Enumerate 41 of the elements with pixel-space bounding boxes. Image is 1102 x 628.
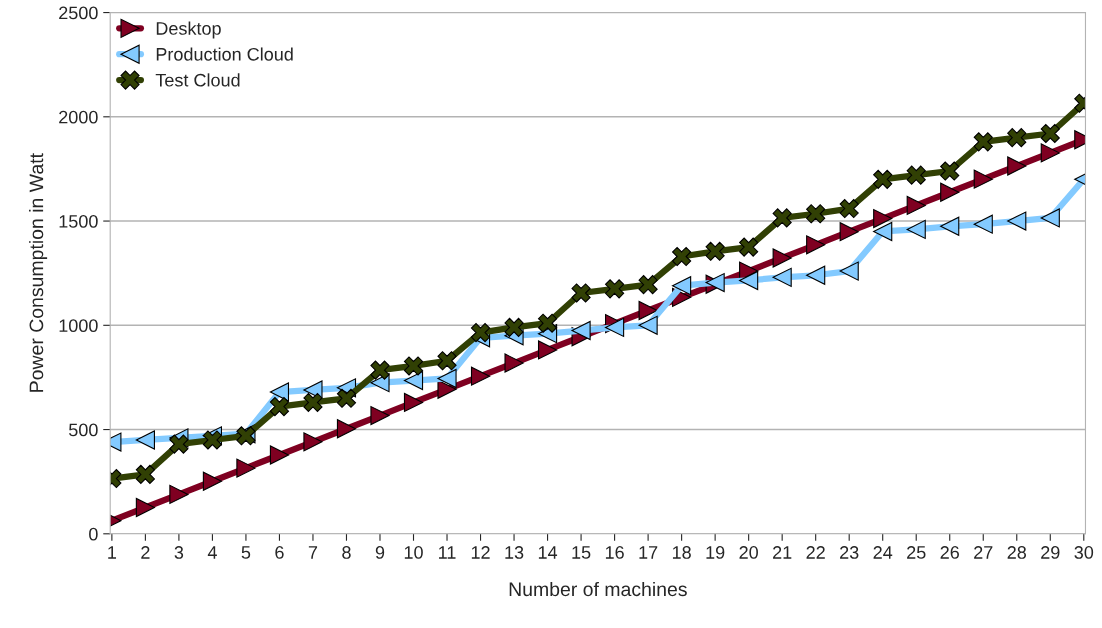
x-tick-label: 24 bbox=[873, 546, 893, 559]
y-tick-label: 500 bbox=[68, 423, 98, 437]
x-tick-label: 13 bbox=[505, 546, 524, 559]
y-tick-label: 0 bbox=[89, 527, 98, 541]
x-tick-label: 21 bbox=[773, 546, 792, 559]
legend-label: Production Cloud bbox=[156, 47, 293, 61]
x-tick-label: 15 bbox=[572, 546, 591, 559]
y-tick-label: 1000 bbox=[59, 319, 98, 333]
x-tick-label: 6 bbox=[275, 546, 284, 559]
x-axis-title: Number of machines bbox=[509, 581, 687, 597]
x-tick-label: 18 bbox=[672, 546, 691, 559]
x-tick-label: 19 bbox=[706, 546, 725, 559]
x-tick-label: 17 bbox=[639, 546, 658, 559]
x-tick-label: 23 bbox=[840, 546, 859, 559]
x-tick-label: 30 bbox=[1074, 546, 1094, 559]
x-tick-label: 29 bbox=[1041, 546, 1060, 559]
x-tick-label: 28 bbox=[1007, 546, 1027, 559]
x-tick-label: 16 bbox=[605, 546, 624, 559]
x-tick-label: 26 bbox=[940, 546, 959, 559]
legend-label: Desktop bbox=[156, 21, 221, 39]
x-tick-label: 14 bbox=[538, 546, 558, 559]
y-tick-label: 2000 bbox=[59, 110, 98, 124]
x-tick-label: 27 bbox=[974, 546, 993, 559]
legend-label: Test Cloud bbox=[155, 73, 240, 87]
x-tick-label: 3 bbox=[174, 546, 184, 559]
x-tick-label: 7 bbox=[308, 546, 318, 559]
x-tick-label: 10 bbox=[404, 546, 423, 559]
x-tick-label: 8 bbox=[342, 546, 351, 559]
x-tick-label: 5 bbox=[241, 546, 251, 559]
y-tick-label: 2500 bbox=[59, 6, 98, 20]
x-tick-label: 25 bbox=[907, 546, 926, 559]
x-tick-label: 12 bbox=[471, 546, 490, 559]
x-tick-label: 11 bbox=[439, 546, 456, 559]
x-tick-label: 4 bbox=[207, 546, 217, 559]
x-tick-label: 2 bbox=[141, 546, 150, 559]
y-axis-title: Power Consumption in Watt bbox=[29, 153, 48, 392]
x-tick-label: 1 bbox=[108, 546, 117, 559]
x-tick-label: 22 bbox=[806, 546, 825, 559]
y-tick-label: 1500 bbox=[59, 214, 98, 228]
x-tick-label: 9 bbox=[375, 546, 385, 559]
x-tick-label: 20 bbox=[739, 546, 758, 559]
